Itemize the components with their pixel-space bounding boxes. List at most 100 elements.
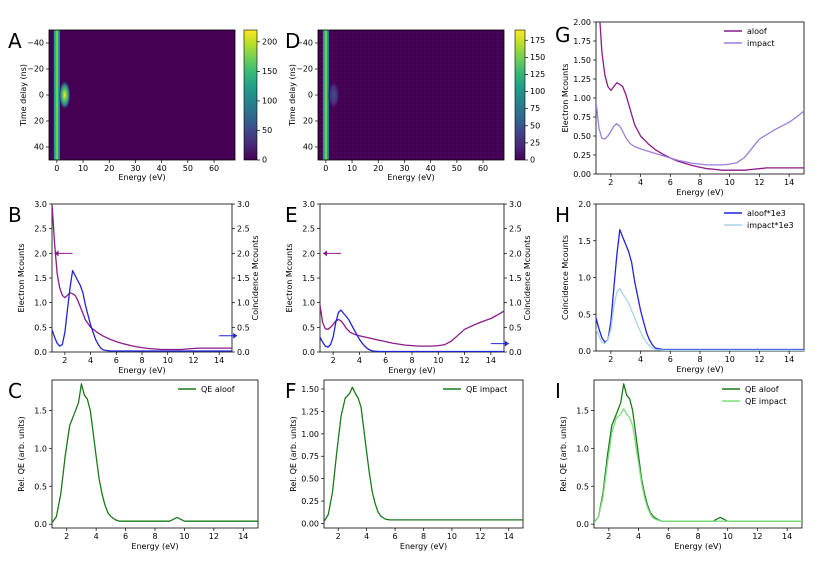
y-tick-label: 2.0 [302,249,315,258]
colorbar-tick-label: 100 [262,96,277,105]
panel-I: I 2 4 6 8 10 12 14 0.0 0.5 1.0 1.5 Energy (eV) Rel. Q… [555,379,803,551]
legend-label: QE impact [745,397,786,406]
plot-frame [51,203,233,353]
panel-label: F [285,379,297,403]
x-tick-label: 50 [183,164,193,173]
panel-E: E 2 4 6 8 10 12 14 0.0 0.0 0.5 0.5 1.0 1.0 1.5 1.5 2.0 2.… [285,200,532,375]
x-tick-label: 14 [504,532,514,541]
x-tick-label: 4 [94,532,99,541]
colorbar [243,29,258,161]
x-tick-label: 0 [54,164,59,173]
x-tick-label: 60 [209,164,219,173]
panel-label: E [285,203,298,227]
colorbar [514,29,526,161]
y-right-tick-label: 2.0 [237,249,250,258]
colorbar-tick-label: 50 [530,121,540,130]
x-tick-label: 2 [331,356,336,365]
panel-label: A [8,29,22,53]
x-tick-label: 10 [723,532,733,541]
x-tick-label: 8 [409,356,414,365]
series-line-1 [52,204,232,351]
panel-label: C [8,379,22,403]
x-tick-label: 12 [754,355,764,364]
series-group [324,386,523,523]
colorbar-tick-label: 75 [530,104,540,113]
x-tick-label: 60 [478,164,488,173]
series-group [596,229,804,351]
y-right-axis-label: Coincidence Mcounts [523,236,532,321]
y-axis-label: Electron Mcounts [17,244,26,313]
x-tick-label: 2 [62,356,67,365]
colorbar-tick-label: 0 [262,156,267,165]
y-right-tick-label: 1.0 [237,299,250,308]
y-tick-label: 40 [303,143,313,152]
y-tick-label: 0.75 [573,113,591,122]
y-axis-label: Electron Mcounts [285,244,294,313]
y-tick-label: 0.00 [301,520,319,529]
x-axis-label: Energy (eV) [674,542,721,551]
x-tick-label: 4 [636,532,641,541]
y-right-tick-label: 0.0 [237,348,250,357]
x-tick-label: 14 [214,356,224,365]
y-tick-label: 0.25 [573,151,591,160]
y-tick-label: 0.50 [573,132,591,141]
colorbar-tick-label: 150 [262,67,277,76]
y-right-tick-label: 2.0 [509,249,522,258]
y-tick-label: 20 [34,117,44,126]
x-tick-label: 12 [459,356,469,365]
x-tick-label: 14 [486,356,496,365]
x-tick-label: 12 [188,356,198,365]
arrow-head [504,340,509,347]
panel-C: C 2 4 6 8 10 12 14 0.0 0.5 1.0 1.5 Energy (eV) Rel. Q… [8,379,259,551]
y-tick-label: 1.5 [302,274,315,283]
y-tick-label: 1.25 [301,407,319,416]
x-axis-label: Energy (eV) [676,365,723,374]
x-tick-label: 40 [426,164,436,173]
y-tick-label: 2.5 [302,225,315,234]
panel-B: B 2 4 6 8 10 12 14 0.0 0.0 0.5 0.5 1.0 1.0 1.5 1.5 2.0 2.… [8,200,260,375]
arrow-head [233,332,238,339]
series-line-1 [324,386,523,523]
y-tick-label: 1.5 [34,274,47,283]
y-axis-label: Electron Mcounts [561,64,570,133]
x-tick-label: 6 [383,356,388,365]
zero-loss-core [324,30,328,160]
y-tick-label: 0.5 [302,323,315,332]
series-line-1 [596,229,804,351]
series-line-2 [52,269,232,352]
y-tick-label: 2.00 [573,18,591,27]
x-tick-label: 12 [475,532,485,541]
x-tick-label: 10 [78,164,88,173]
y-tick-label: 1.50 [301,385,319,394]
x-tick-label: 12 [752,532,762,541]
series-group [594,383,802,524]
y-tick-label: 40 [34,143,44,152]
x-tick-label: 30 [399,164,409,173]
y-right-tick-label: 2.5 [509,225,522,234]
heatmap-image [318,30,504,160]
x-tick-label: 14 [784,355,794,364]
plot-frame [323,379,524,529]
colorbar-tick-label: 200 [262,37,277,46]
y-right-tick-label: 3.0 [509,200,522,209]
y-tick-label: 0.5 [34,323,47,332]
x-tick-label: 6 [668,355,673,364]
x-tick-label: 8 [697,178,702,187]
y-tick-label: 2.5 [34,225,47,234]
x-tick-label: 10 [725,355,735,364]
y-tick-label: 0.00 [573,170,591,179]
y-tick-label: 0.5 [578,310,591,319]
series-line-2 [596,101,804,166]
y-tick-label: 0.0 [34,520,47,529]
x-tick-label: 4 [638,355,643,364]
x-tick-label: 4 [88,356,93,365]
y-tick-label: −20 [296,65,313,74]
y-axis-label: Rel. QE (arb. units) [289,416,298,492]
x-tick-label: 2 [606,532,611,541]
y-tick-label: 0.0 [302,348,315,357]
y-tick-label: −20 [27,65,44,74]
y-tick-label: −40 [296,39,313,48]
x-axis-label: Energy (eV) [400,542,447,551]
y-tick-label: 1.0 [576,444,589,453]
